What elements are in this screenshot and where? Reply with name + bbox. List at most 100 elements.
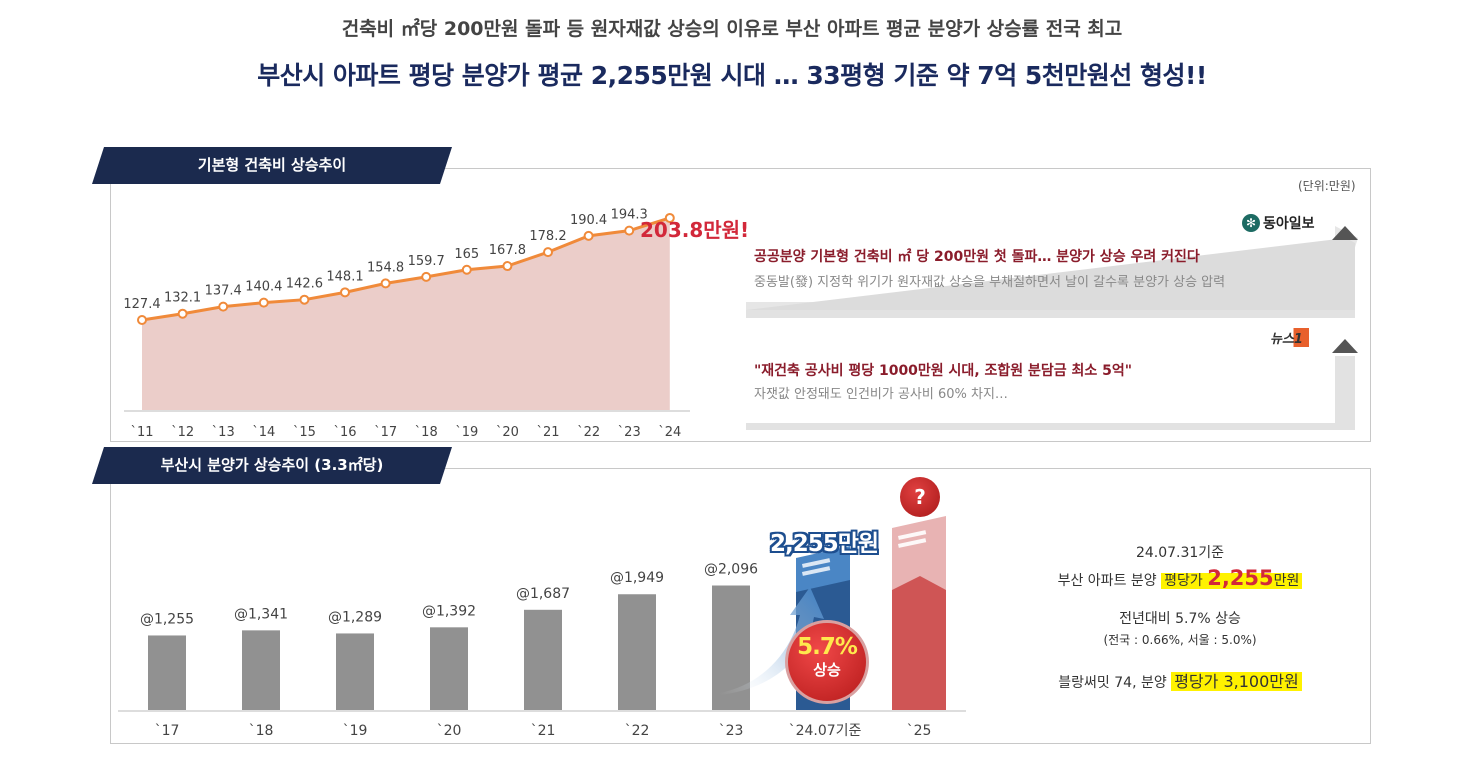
summary-line4: 블랑써밋 74, 분양 평당가 3,100만원 bbox=[1010, 668, 1350, 692]
growth-arrow bbox=[720, 587, 824, 695]
cost-data-label: 127.4 bbox=[123, 297, 160, 312]
price-bar bbox=[336, 633, 374, 710]
cost-tick-label: `24 bbox=[658, 425, 681, 440]
bar-chart-group: @1,255 `17 @1,341 `18 @1,289 `19 @1,392 `20 @1,6… bbox=[118, 562, 966, 739]
cost-point bbox=[461, 264, 472, 275]
cost-tick-label: `20 bbox=[496, 425, 519, 440]
cost-tick-label: `17 bbox=[374, 425, 397, 440]
cost-point bbox=[137, 314, 147, 325]
price-data-label: @1,687 bbox=[516, 586, 570, 602]
cost-data-label: 142.6 bbox=[286, 277, 323, 292]
cost-data-label: 148.1 bbox=[326, 269, 363, 284]
price-tick-label: `19 bbox=[343, 723, 368, 739]
cost-tick-label: `13 bbox=[212, 425, 235, 440]
cost-tick-label: `18 bbox=[415, 425, 438, 440]
construction-cost-tab-label: 기본형 건축비 상승추이 bbox=[197, 156, 347, 174]
cost-point bbox=[380, 278, 391, 289]
price-tick-label: `22 bbox=[625, 723, 650, 739]
summary-line1-hl: 평당가 bbox=[1164, 573, 1203, 589]
price-tick-label: `24.07기준 bbox=[789, 723, 862, 739]
cost-point bbox=[502, 261, 513, 272]
news-source-donga: ✻ 동아일보 bbox=[1242, 213, 1315, 233]
summary-block: 24.07.31기준 부산 아파트 분양 평당가 2,255만원 전년대비 5.… bbox=[1010, 542, 1350, 692]
cost-data-label: 194.3 bbox=[611, 208, 648, 223]
page-headline: 부산시 아파트 평당 분양가 평균 2,255만원 시대 … 33평형 기준 약… bbox=[257, 61, 1207, 90]
summary-line1-highlight: 평당가 2,255만원 bbox=[1161, 566, 1303, 590]
price-bar bbox=[524, 609, 562, 710]
price-tick-label: `21 bbox=[531, 723, 556, 739]
news1-source-label: 뉴스1 bbox=[1270, 328, 1309, 347]
donga-logo-icon: ✻ bbox=[1242, 214, 1260, 232]
cost-tick-label: `15 bbox=[293, 425, 316, 440]
summary-line1-post: 만원 bbox=[1273, 573, 1300, 589]
sale-price-tab: 부산시 분양가 상승추이 (3.3㎡당) bbox=[92, 447, 452, 484]
summary-line1: 부산 아파트 분양 평당가 2,255만원 bbox=[1010, 566, 1350, 590]
price-tick-label: `18 bbox=[249, 723, 274, 739]
cost-data-label: 140.4 bbox=[245, 280, 282, 295]
price-data-label: @1,949 bbox=[610, 570, 664, 586]
cost-data-label: 178.2 bbox=[529, 229, 566, 244]
news-sub-1: 중동발(發) 지정학 위기가 원자재값 상승을 부채질하면서 날이 갈수록 분양… bbox=[754, 275, 1226, 290]
growth-pct: 5.7% bbox=[797, 634, 858, 660]
news-sub-2: 자잿값 안정돼도 인건비가 공사비 60% 차지… bbox=[754, 387, 1008, 402]
cost-tick-label: `12 bbox=[171, 425, 194, 440]
cost-tick-label: `14 bbox=[252, 425, 275, 440]
price-tick-label: `25 bbox=[907, 723, 932, 739]
cost-data-label: 167.8 bbox=[489, 243, 526, 258]
news-title-1[interactable]: 공공분양 기본형 건축비 ㎡ 당 200만원 첫 돌파… 분양가 상승 우려 커… bbox=[754, 249, 1200, 265]
cost-point bbox=[664, 212, 675, 223]
price-data-label: @1,289 bbox=[328, 609, 382, 625]
unit-label: (단위:만원) bbox=[1298, 179, 1356, 193]
price-data-label: @1,255 bbox=[140, 611, 194, 627]
cost-tick-label: `21 bbox=[536, 425, 559, 440]
price-bar bbox=[242, 630, 280, 710]
summary-line3: (전국 : 0.66%, 서울 : 5.0%) bbox=[1103, 633, 1257, 647]
news-backdrop bbox=[746, 226, 1358, 430]
cost-point bbox=[421, 271, 432, 282]
growth-circle: 5.7% 상승 bbox=[785, 620, 869, 704]
price-data-label: @1,341 bbox=[234, 606, 288, 622]
cost-point bbox=[340, 287, 350, 298]
growth-word: 상승 bbox=[813, 661, 841, 679]
cost-data-label: 165 bbox=[454, 247, 479, 262]
summary-line1-val: 2,255 bbox=[1207, 566, 1274, 590]
line-chart-group: 127.4 `11 132.1 `12 137.4 `13 140.4 `14 142.6 `15… bbox=[123, 208, 690, 440]
price-tick-label: `20 bbox=[437, 723, 462, 739]
question-badge: ? bbox=[900, 477, 940, 517]
summary-line1-pre: 부산 아파트 분양 bbox=[1057, 573, 1157, 589]
cost-tick-label: `22 bbox=[577, 425, 600, 440]
callout-2255: 2,255만원 bbox=[770, 531, 879, 557]
price-tick-label: `17 bbox=[155, 723, 180, 739]
cost-point bbox=[624, 225, 635, 236]
donga-source-label: 동아일보 bbox=[1263, 216, 1315, 232]
cost-tick-label: `11 bbox=[130, 425, 153, 440]
price-bar bbox=[618, 594, 656, 710]
news-title-2[interactable]: "재건축 공사비 평당 1000만원 시대, 조합원 분담금 최소 5억" bbox=[754, 363, 1133, 379]
page-subtitle: 건축비 ㎡당 200만원 돌파 등 원자재값 상승의 이유로 부산 아파트 평균… bbox=[341, 18, 1123, 40]
news-source-news1: 뉴스1 bbox=[1270, 328, 1309, 347]
callout-203-8: 203.8만원! bbox=[640, 218, 750, 242]
cost-tick-label: `16 bbox=[333, 425, 356, 440]
price-tick-label: `23 bbox=[719, 723, 744, 739]
cost-data-label: 190.4 bbox=[570, 213, 607, 228]
sale-price-tab-label: 부산시 분양가 상승추이 (3.3㎡당) bbox=[160, 456, 384, 474]
price-data-label: @1,392 bbox=[422, 603, 476, 619]
cost-data-label: 132.1 bbox=[164, 291, 201, 306]
summary-line4-hl: 평당가 3,100만원 bbox=[1171, 672, 1302, 691]
cost-point bbox=[218, 301, 229, 312]
summary-line4-pre: 블랑써밋 74, 분양 bbox=[1058, 675, 1167, 691]
price-bar bbox=[430, 627, 468, 710]
price-data-label: @2,096 bbox=[704, 562, 758, 578]
cost-data-label: 159.7 bbox=[408, 254, 445, 269]
cost-point bbox=[543, 247, 553, 258]
cost-point bbox=[177, 308, 188, 319]
summary-line2: 전년대비 5.7% 상승 bbox=[1119, 611, 1241, 627]
cost-line bbox=[141, 216, 671, 322]
cost-point bbox=[258, 297, 269, 308]
cost-data-label: 154.8 bbox=[367, 260, 404, 275]
summary-date: 24.07.31기준 bbox=[1135, 545, 1225, 561]
sale-price-chart: @1,255 `17 @1,341 `18 @1,289 `19 @1,392 `20 @1,6… bbox=[118, 562, 966, 739]
construction-cost-chart: 127.4 `11 132.1 `12 137.4 `13 140.4 `14 142.6 `15… bbox=[123, 208, 690, 440]
cost-tick-label: `19 bbox=[455, 425, 478, 440]
cost-point bbox=[583, 230, 594, 241]
